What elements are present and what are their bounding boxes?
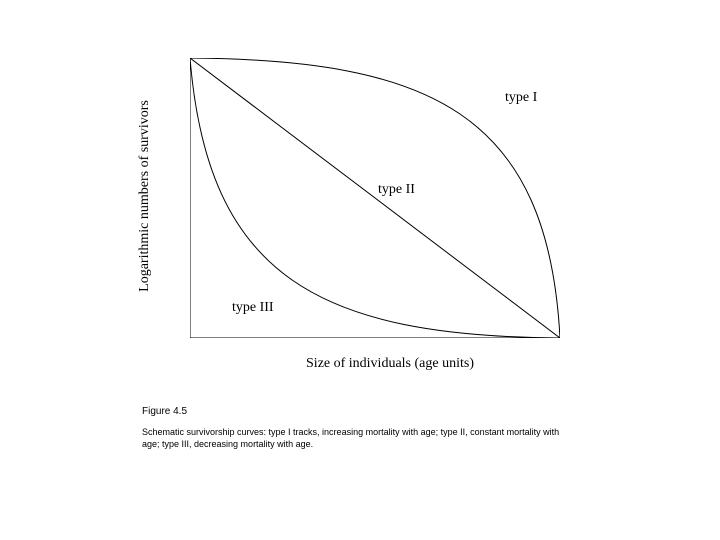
label-type-i: type I: [505, 90, 537, 106]
x-axis-label: Size of individuals (age units): [280, 356, 500, 372]
y-axis-label: Logarithmic numbers of survivors: [137, 96, 153, 296]
label-type-ii: type II: [378, 182, 415, 198]
figure-number: Figure 4.5: [142, 406, 187, 417]
figure-caption: Schematic survivorship curves: type I tr…: [142, 426, 572, 450]
label-type-iii: type III: [232, 300, 274, 316]
